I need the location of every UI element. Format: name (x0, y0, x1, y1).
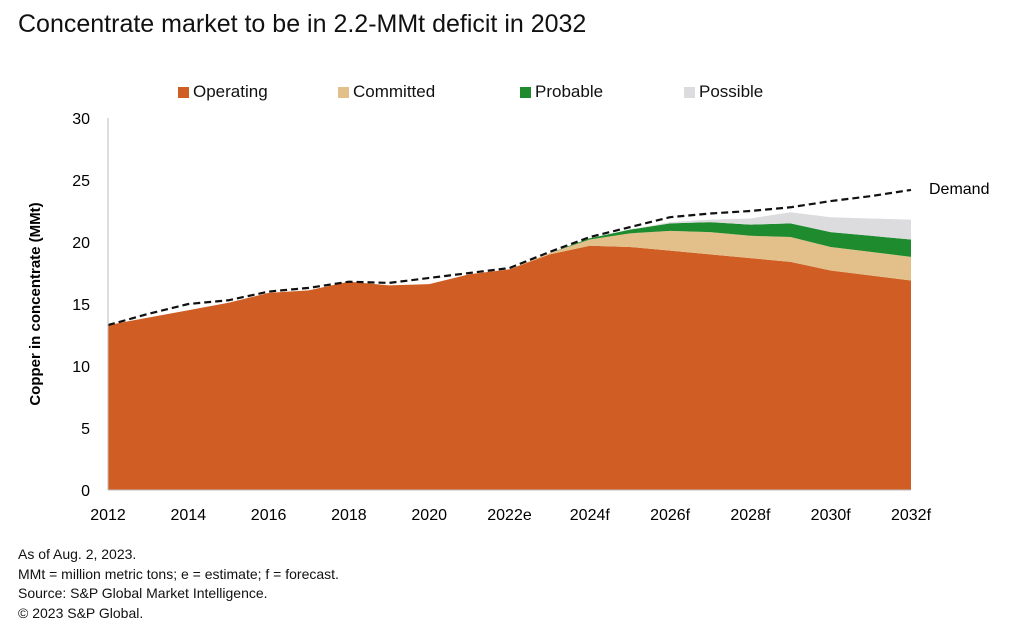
note-source: Source: S&P Global Market Intelligence. (18, 585, 268, 601)
note-copyright: © 2023 S&P Global. (18, 604, 144, 621)
y-tick-label: 30 (72, 111, 90, 128)
x-tick-label: 2020 (411, 507, 447, 524)
demand-line (107, 188, 912, 327)
x-tick-label: 2030f (811, 507, 852, 524)
y-axis-label: Copper in concentrate (MMt) (27, 202, 44, 405)
x-tick-label: 2016 (251, 507, 287, 524)
area-operating (108, 245, 911, 490)
footnotes: As of Aug. 2, 2023. MMt = million metric… (18, 545, 339, 623)
legend-item-committed: Committed (338, 82, 520, 102)
y-tick-label: 0 (81, 483, 90, 500)
legend-item-probable: Probable (520, 82, 684, 102)
y-tick-label: 25 (72, 173, 90, 190)
y-tick-label: 20 (72, 235, 90, 252)
y-tick-label: 5 (81, 421, 90, 438)
legend-swatch (178, 86, 189, 98)
area-possible (108, 212, 911, 326)
x-tick-label: 2024f (570, 507, 611, 524)
legend-swatch (520, 86, 531, 98)
note-abbrev: MMt = million metric tons; e = estimate;… (18, 565, 339, 582)
y-tick-label: 10 (72, 359, 90, 376)
legend-label: Probable (535, 82, 604, 101)
area-committed (108, 230, 911, 326)
x-tick-label: 2028f (730, 507, 771, 524)
x-tick-label: 2022e (487, 507, 532, 524)
x-tick-label: 2018 (331, 507, 367, 524)
x-tick-label: 2026f (650, 507, 691, 524)
x-tick-label: 2014 (171, 507, 207, 524)
chart-title: Concentrate market to be in 2.2-MMt defi… (18, 10, 587, 38)
x-tick-label: 2012 (90, 507, 126, 524)
area-probable (108, 222, 911, 326)
legend-label: Possible (699, 82, 764, 101)
legend: Operating Committed Probable Possible (178, 82, 763, 102)
legend-swatch (684, 86, 695, 98)
y-tick-label: 15 (72, 297, 90, 314)
x-tick-label: 2032f (891, 507, 932, 524)
legend-swatch (338, 86, 349, 98)
note-date: As of Aug. 2, 2023. (18, 546, 137, 562)
demand-label: Demand (929, 181, 989, 198)
legend-item-possible: Possible (684, 82, 763, 102)
legend-label: Operating (193, 82, 268, 101)
legend-label: Committed (353, 82, 436, 101)
legend-item-operating: Operating (178, 82, 338, 102)
